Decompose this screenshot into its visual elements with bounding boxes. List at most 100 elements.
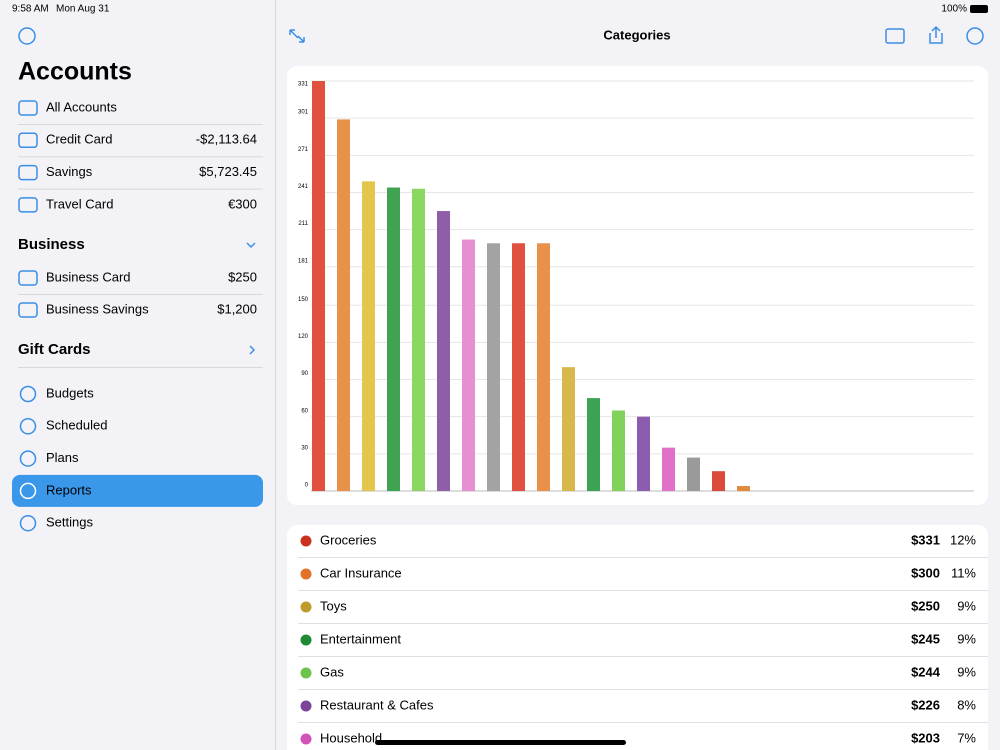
bar bbox=[637, 416, 650, 491]
category-name: Household bbox=[320, 730, 382, 745]
header-title: Categories bbox=[603, 27, 670, 42]
category-percent: 8% bbox=[957, 697, 976, 712]
bar bbox=[562, 367, 575, 491]
bar bbox=[512, 243, 525, 491]
account-name: Business Card bbox=[46, 269, 131, 284]
category-name: Groceries bbox=[320, 532, 377, 547]
separator bbox=[298, 722, 988, 723]
menu-icon bbox=[19, 418, 37, 435]
chevron-down[interactable] bbox=[246, 242, 256, 249]
menu-icon bbox=[19, 385, 37, 403]
home-indicator bbox=[375, 740, 626, 745]
battery-icon bbox=[970, 5, 988, 13]
y-tick-label: 241 bbox=[298, 184, 309, 190]
account-balance: $250 bbox=[228, 269, 257, 284]
category-percent: 9% bbox=[957, 631, 976, 646]
separator bbox=[18, 156, 263, 158]
row-icon bbox=[18, 270, 38, 286]
category-name: Entertainment bbox=[320, 631, 401, 646]
list-card bbox=[287, 525, 988, 750]
row-icon bbox=[18, 164, 38, 181]
category-amount: $226 bbox=[911, 697, 940, 712]
sidebar-button[interactable] bbox=[885, 28, 905, 44]
category-amount: $244 bbox=[911, 664, 941, 679]
separator bbox=[298, 590, 988, 591]
y-tick-label: 150 bbox=[298, 297, 309, 303]
menu-label: Budgets bbox=[46, 385, 94, 400]
row-icon bbox=[18, 302, 38, 318]
account-name: Travel Card bbox=[46, 196, 113, 211]
category-percent: 7% bbox=[957, 730, 976, 745]
row-hit[interactable] bbox=[287, 591, 988, 624]
category-name: Gas bbox=[320, 664, 344, 679]
bar bbox=[537, 243, 550, 491]
bar bbox=[612, 410, 625, 491]
category-dot bbox=[300, 700, 312, 712]
row-hit[interactable] bbox=[287, 525, 988, 558]
menu-label: Reports bbox=[46, 482, 92, 497]
expand-button[interactable] bbox=[289, 29, 305, 43]
separator bbox=[298, 623, 988, 624]
y-tick-label: 60 bbox=[301, 408, 308, 414]
account-name: Credit Card bbox=[46, 132, 112, 147]
menu-label: Settings bbox=[46, 515, 93, 530]
chevron-right[interactable] bbox=[249, 345, 256, 355]
category-dot bbox=[300, 733, 312, 745]
category-amount: $245 bbox=[911, 631, 940, 646]
menu-icon bbox=[19, 482, 37, 500]
category-dot bbox=[300, 634, 312, 646]
menu-label: Scheduled bbox=[46, 418, 107, 433]
account-name: Business Savings bbox=[46, 301, 149, 316]
more-button[interactable] bbox=[966, 27, 984, 45]
status-date: Mon Aug 31 bbox=[56, 4, 110, 15]
category-dot bbox=[300, 667, 312, 679]
row-icon bbox=[18, 100, 38, 116]
category-dot bbox=[300, 535, 312, 547]
bar bbox=[712, 471, 725, 491]
category-amount: $300 bbox=[911, 565, 940, 580]
category-name: Restaurant & Cafes bbox=[320, 697, 434, 712]
more-button[interactable] bbox=[18, 27, 36, 45]
bar bbox=[737, 486, 750, 491]
row-icon bbox=[18, 197, 38, 213]
menu-label: Plans bbox=[46, 450, 79, 465]
bar bbox=[487, 243, 500, 491]
category-amount: $203 bbox=[911, 730, 940, 745]
account-name: All Accounts bbox=[46, 99, 117, 114]
bar bbox=[312, 81, 325, 491]
row-icon bbox=[18, 132, 38, 149]
category-name: Car Insurance bbox=[320, 565, 402, 580]
y-tick-label: 301 bbox=[298, 110, 309, 116]
section-title: Business bbox=[18, 236, 85, 253]
menu-icon bbox=[19, 514, 37, 532]
category-percent: 9% bbox=[957, 598, 976, 613]
share-button[interactable] bbox=[929, 25, 943, 44]
category-amount: $250 bbox=[911, 598, 940, 613]
bar bbox=[362, 181, 375, 491]
category-dot bbox=[300, 568, 312, 580]
battery-text: 100% bbox=[941, 4, 967, 15]
sidebar-title: Accounts bbox=[18, 58, 132, 86]
y-tick-label: 331 bbox=[298, 82, 309, 88]
category-percent: 12% bbox=[950, 532, 976, 547]
bar bbox=[587, 398, 600, 491]
selected-row[interactable] bbox=[12, 474, 263, 507]
bar bbox=[437, 211, 450, 491]
account-balance: $1,200 bbox=[217, 301, 257, 316]
separator bbox=[18, 367, 263, 368]
bar bbox=[412, 188, 425, 491]
row-hit[interactable] bbox=[287, 723, 988, 750]
status-time: 9:58 AM bbox=[12, 4, 49, 15]
y-tick-label: 211 bbox=[298, 221, 308, 227]
separator bbox=[18, 188, 263, 190]
category-percent: 11% bbox=[951, 565, 976, 580]
y-tick-label: 30 bbox=[301, 445, 308, 451]
row-hit[interactable] bbox=[287, 657, 988, 690]
separator bbox=[298, 656, 988, 657]
divider bbox=[275, 0, 276, 750]
menu-icon bbox=[19, 450, 37, 467]
category-percent: 9% bbox=[957, 664, 976, 679]
account-balance: -$2,113.64 bbox=[196, 132, 257, 147]
y-tick-label: 120 bbox=[298, 334, 309, 340]
